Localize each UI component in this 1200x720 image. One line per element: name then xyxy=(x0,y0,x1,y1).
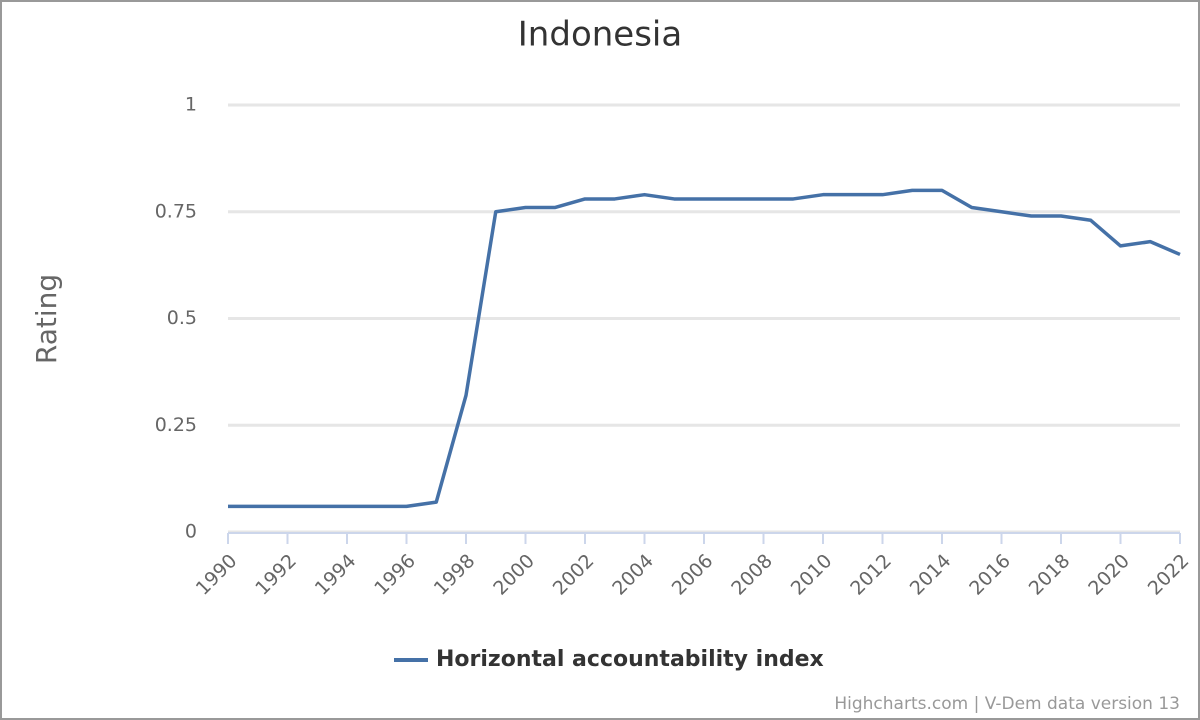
legend-label[interactable]: Horizontal accountability index xyxy=(436,647,824,672)
y-tick-label: 0.25 xyxy=(155,414,197,436)
credits[interactable]: Highcharts.com | V-Dem data version 13 xyxy=(834,694,1180,714)
y-tick-label: 0.5 xyxy=(167,307,197,329)
data-line xyxy=(228,188,1181,509)
y-tick-label: 0.75 xyxy=(155,200,197,222)
y-tick-label: 0 xyxy=(185,521,197,543)
y-axis-title: Rating xyxy=(30,274,63,364)
y-tick-label: 1 xyxy=(185,94,197,116)
chart-title: Indonesia xyxy=(518,15,682,55)
